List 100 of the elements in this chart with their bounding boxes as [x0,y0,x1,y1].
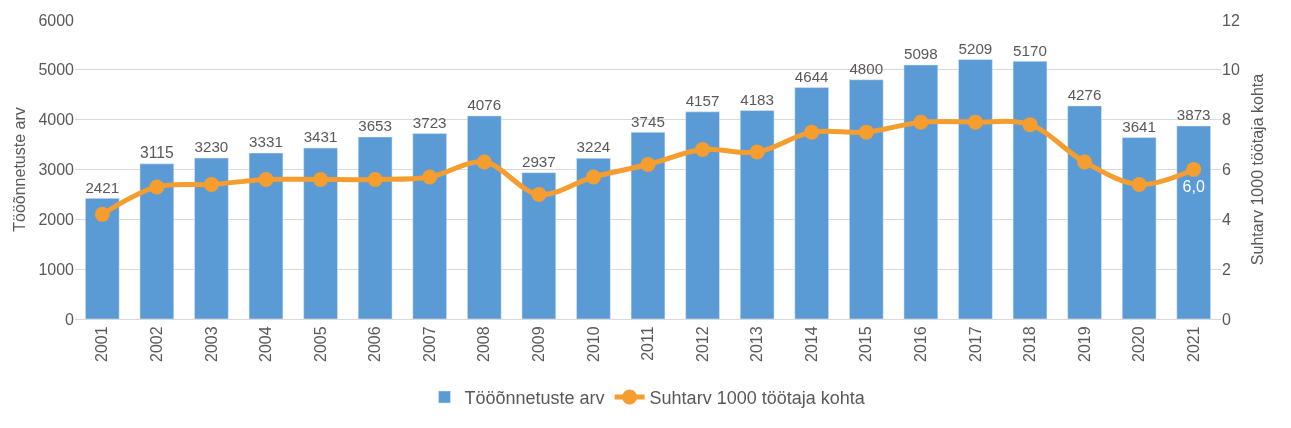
point [967,114,983,130]
bar [685,111,720,319]
point [258,171,274,187]
data-label: 3230 [194,138,229,156]
data-label: 2421 [85,178,120,196]
bar [1012,61,1048,319]
x-tick-label: 2015 [857,326,875,362]
bar [958,59,993,319]
x-tick-label: 2012 [693,326,711,362]
y-tick-label: 1000 [38,260,75,278]
y-tick-label: 5000 [38,61,75,79]
y2-axis-title: Suhtarv 1000 töötaja kohta [1248,73,1266,266]
x-tick-label: 2020 [1130,326,1148,362]
data-label: 3115 [139,143,174,161]
bar [1121,137,1157,319]
x-tick-label: 2001 [93,326,111,362]
x-tick-label: 2011 [639,326,657,361]
data-label: 3641 [1122,117,1156,135]
data-label: 5170 [1013,41,1047,59]
x-tick-label: 2018 [1021,326,1039,362]
bar [630,132,666,319]
point [422,169,438,185]
bar [521,172,557,319]
data-label: 5098 [903,45,938,63]
y-axis-title: Tööõnnetuste arv [11,107,29,232]
data-label: 3431 [303,128,338,146]
point [1131,176,1147,192]
data-label: 4076 [467,96,502,114]
x-tick-label: 2007 [420,326,438,362]
legend-label: Suhtarv 1000 töötaja kohta [649,388,866,409]
data-label: 3653 [358,117,392,135]
bar [903,64,939,319]
x-tick-label: 2002 [148,326,166,362]
bar [357,136,393,319]
data-label: 4800 [849,59,884,77]
data-label: 5209 [958,39,993,57]
bar [412,133,447,319]
point [149,179,165,195]
point [1186,162,1202,177]
y-tick-label: 6000 [38,11,75,29]
y-tick-label: 4000 [38,111,75,129]
x-tick-label: 2006 [366,326,384,362]
bar [85,198,120,319]
x-tick-label: 2019 [1075,326,1093,362]
point [640,157,656,173]
point [203,176,219,192]
bar [467,115,502,319]
data-label: 6,0 [1182,177,1205,195]
y2-tick-label: 4 [1222,210,1231,228]
x-tick-label: 2021 [1184,326,1202,362]
bar [576,158,611,319]
point [804,124,820,140]
x-tick-label: 2004 [257,326,275,362]
x-tick-label: 2013 [748,326,766,362]
x-tick-label: 2010 [584,326,602,362]
point [1077,154,1093,170]
x-tick-label: 2008 [475,326,493,362]
data-label: 4157 [685,92,720,109]
point [367,171,383,187]
point [585,169,601,185]
bar [194,157,229,319]
y-tick-label: 2000 [38,210,75,228]
x-tick-label: 2016 [912,326,930,362]
point [476,154,492,170]
x-tick-label: 2014 [802,326,820,362]
x-tick-label: 2005 [311,326,329,362]
bar [139,163,175,319]
data-label: 3331 [249,133,283,151]
point [858,124,874,140]
x-tick-label: 2003 [202,326,220,362]
data-label: 4644 [794,67,829,85]
bar [849,79,884,319]
y2-tick-label: 10 [1222,61,1240,79]
x-tick-label: 2017 [966,326,984,362]
point [313,171,329,187]
data-label: 2937 [521,152,556,170]
data-label: 4276 [1067,86,1102,104]
point [695,142,711,158]
data-label: 3745 [631,112,665,130]
y-tick-label: 3000 [38,161,75,179]
bar [739,110,775,319]
data-label: 4183 [740,90,774,108]
y2-tick-label: 12 [1222,11,1240,29]
y-tick-label: 0 [65,310,75,328]
data-label: 3723 [412,113,447,131]
point [531,186,547,202]
point [913,114,929,130]
y2-tick-label: 6 [1222,161,1231,179]
point [749,144,765,160]
point [1022,117,1038,133]
x-tick-label: 2009 [530,326,548,362]
legend-label: Tööõnnetuste arv [464,388,605,409]
bar [303,147,338,319]
bar [1067,105,1102,319]
y2-tick-label: 8 [1222,111,1231,129]
y2-tick-label: 2 [1222,260,1231,278]
bar [794,87,829,319]
point [94,206,110,222]
bar [248,152,284,319]
data-label: 3224 [576,138,611,156]
